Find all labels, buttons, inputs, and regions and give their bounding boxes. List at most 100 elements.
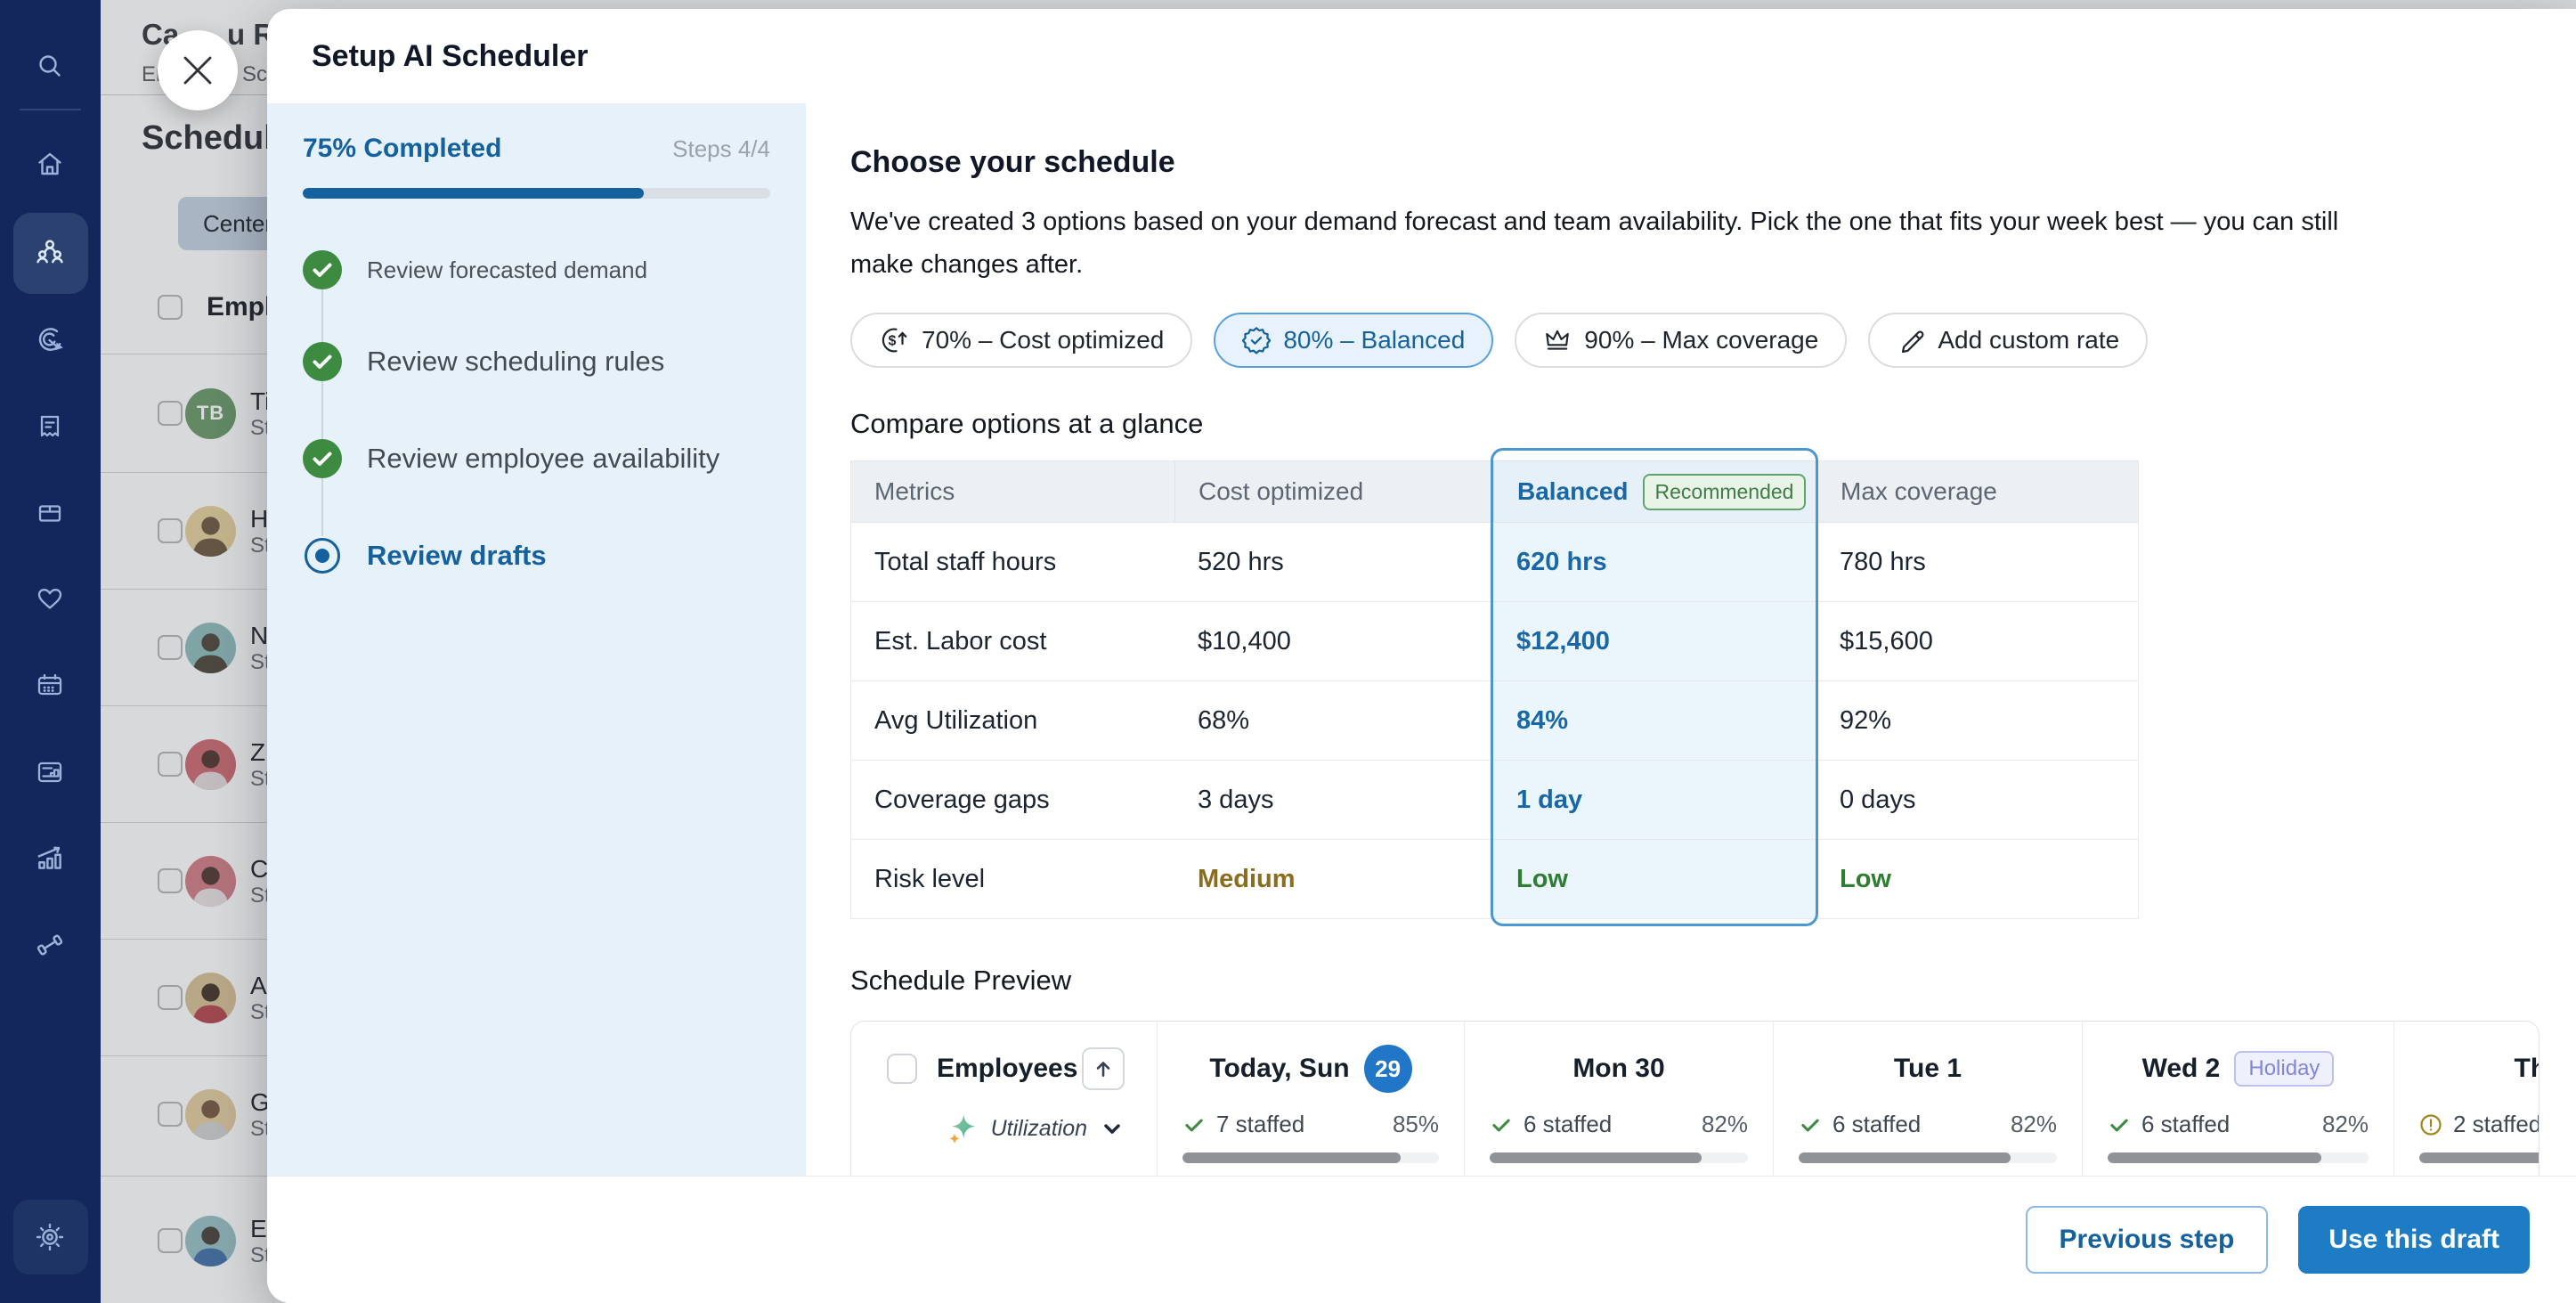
preview-day-column-mon[interactable]: Mon 30 6 staffed 82% [1464, 1022, 1773, 1176]
option-max-coverage[interactable]: 90% – Max coverage [1515, 313, 1848, 368]
table-row[interactable]: Z St [158, 738, 271, 791]
step-complete-check-icon [303, 250, 342, 289]
cell-value: $10,400 [1198, 626, 1291, 656]
table-row: Total staff hours 520 hrs 620 hrs 780 hr… [850, 523, 2139, 602]
row-checkbox[interactable] [158, 985, 183, 1010]
table-row[interactable]: Es St [158, 1215, 280, 1267]
avatar [185, 1215, 236, 1266]
heart-icon[interactable] [35, 584, 65, 615]
table-row[interactable]: H St [158, 504, 271, 558]
table-row[interactable]: N St [158, 621, 271, 674]
preview-employees-column: Employees Utilization [851, 1022, 1157, 1176]
day-label: Mon 30 [1572, 1054, 1665, 1083]
settings-gear-icon[interactable] [34, 1221, 66, 1253]
cell-value-balanced: 84% [1493, 681, 1816, 760]
table-row[interactable]: A St [158, 971, 271, 1024]
utilization-bar [1799, 1152, 2057, 1163]
progress-bar [303, 188, 770, 199]
package-icon[interactable] [35, 498, 65, 528]
column-header: Cost optimized [1174, 461, 1493, 522]
employee-subtitle: St [250, 999, 271, 1024]
preview-day-column-sun[interactable]: Today, Sun 29 7 staffed 85% [1157, 1022, 1464, 1176]
row-checkbox[interactable] [158, 1228, 183, 1253]
sort-ascending-button[interactable] [1082, 1047, 1125, 1090]
row-checkbox[interactable] [158, 401, 183, 426]
steps-counter: Steps 4/4 [672, 135, 770, 162]
day-label: Today, Sun [1209, 1054, 1350, 1083]
person-silhouette-icon [192, 1099, 229, 1140]
today-date-badge: 29 [1363, 1045, 1412, 1093]
schedule-preview-card: Employees Utilization [850, 1021, 2539, 1176]
row-checkbox[interactable] [158, 1102, 183, 1127]
row-checkbox[interactable] [158, 868, 183, 893]
metric-label: Est. Labor cost [874, 626, 1047, 656]
utilization-label: Utilization [990, 1115, 1087, 1141]
report-icon[interactable] [35, 757, 65, 787]
compare-heading: Compare options at a glance [850, 408, 1204, 439]
avatar [185, 972, 236, 1023]
cell-value-balanced: $12,400 [1493, 602, 1816, 680]
table-row[interactable]: TB Ti St [158, 387, 271, 440]
column-header: Max coverage [1816, 461, 2140, 522]
search-icon[interactable] [35, 51, 65, 81]
table-row[interactable]: G St [158, 1087, 271, 1141]
receipt-icon[interactable] [35, 411, 65, 442]
analytics-icon[interactable] [34, 843, 66, 875]
column-header-balanced: Balanced Recommended [1493, 461, 1816, 522]
sidebar-item-team-active[interactable] [13, 213, 88, 294]
table-row: Risk level Medium Low Low [850, 840, 2139, 919]
preview-select-all-checkbox[interactable] [887, 1054, 917, 1084]
app-sidebar [0, 0, 101, 1303]
goal-target-icon[interactable] [34, 324, 66, 356]
sidebar-item-settings[interactable] [13, 1200, 88, 1274]
calendar-icon[interactable] [35, 671, 65, 701]
employee-name: C [250, 854, 269, 883]
metric-label: Coverage gaps [874, 785, 1050, 814]
wizard-step-4-current[interactable]: Review drafts [303, 536, 547, 575]
team-icon[interactable] [33, 236, 67, 270]
utilization-selector[interactable]: Utilization [887, 1112, 1125, 1144]
row-checkbox[interactable] [158, 518, 183, 543]
modal-footer: Previous step Use this draft [267, 1176, 2576, 1303]
utilization-bar [1490, 1152, 1748, 1163]
comparison-table-header: Metrics Cost optimized Balanced Recommen… [850, 460, 2139, 523]
wizard-step-3[interactable]: Review employee availability [303, 439, 719, 478]
home-icon[interactable] [35, 150, 65, 180]
avatar: TB [185, 387, 236, 439]
preview-day-column-thu[interactable]: Thu 3 2 staffed [2393, 1022, 2539, 1176]
employee-name: H [250, 504, 269, 533]
employee-name: N [250, 621, 269, 649]
section-description: We've created 3 options based on your de… [850, 208, 2339, 279]
preview-employees-label: Employees [937, 1054, 1078, 1083]
preview-day-column-tue[interactable]: Tue 1 6 staffed 82% [1773, 1022, 2082, 1176]
dollar-cycle-icon: $ [882, 328, 907, 353]
previous-step-button[interactable]: Previous step [2025, 1206, 2269, 1274]
staffed-count: 7 staffed [1216, 1111, 1305, 1137]
preview-heading: Schedule Preview [850, 965, 1072, 996]
cell-value: 3 days [1198, 785, 1274, 814]
table-row: Coverage gaps 3 days 1 day 0 days [850, 761, 2139, 840]
preview-day-column-wed[interactable]: Wed 2 Holiday 6 staffed 82% [2082, 1022, 2393, 1176]
staffed-count: 6 staffed [1832, 1111, 1922, 1137]
step-current-radio-icon [303, 536, 342, 575]
use-this-draft-button[interactable]: Use this draft [2298, 1206, 2530, 1274]
employee-name: G [250, 1087, 270, 1116]
employee-name: A [250, 971, 267, 999]
row-checkbox[interactable] [158, 752, 183, 777]
utilization-bar-fill [2108, 1152, 2322, 1163]
select-all-checkbox[interactable] [158, 295, 183, 320]
step-label: Review scheduling rules [367, 346, 665, 377]
row-checkbox[interactable] [158, 635, 183, 660]
close-button[interactable] [158, 30, 238, 110]
option-cost-optimized[interactable]: $ 70% – Cost optimized [850, 313, 1193, 368]
wizard-step-1[interactable]: Review forecasted demand [303, 250, 647, 289]
table-row[interactable]: C St [158, 854, 271, 908]
dumbbell-icon[interactable] [34, 929, 66, 961]
cell-value: 780 hrs [1840, 547, 1926, 576]
option-label: 80% – Balanced [1283, 326, 1466, 354]
wizard-step-2[interactable]: Review scheduling rules [303, 342, 664, 381]
cell-value: Medium [1198, 864, 1296, 893]
option-balanced-selected[interactable]: 80% – Balanced [1214, 313, 1494, 368]
sidebar-divider [20, 109, 81, 110]
add-custom-rate-button[interactable]: Add custom rate [1868, 313, 2149, 368]
